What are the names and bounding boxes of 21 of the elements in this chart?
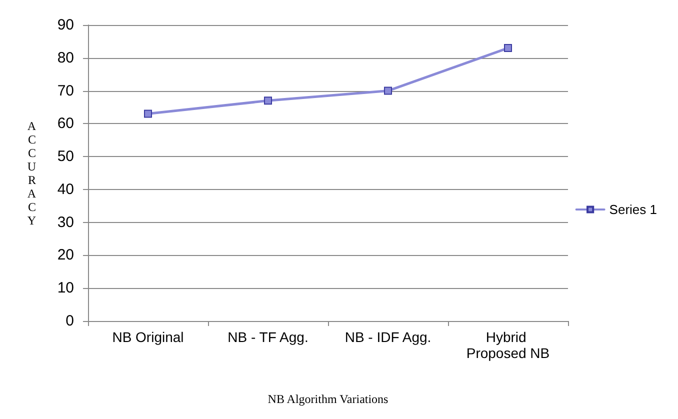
point: [384, 86, 392, 95]
y-tick-label: 0: [66, 312, 74, 330]
x-axis-title: NB Algorithm Variations: [268, 392, 389, 406]
x-tick-label: NB - TF Agg.: [228, 329, 308, 345]
x-tick-label: Hybrid Proposed NB: [466, 329, 550, 361]
legend-label: Series 1: [609, 202, 658, 217]
y-tick-label: 60: [57, 115, 74, 132]
y-tick-label: 80: [57, 49, 74, 66]
y-axis-title: ACCURACY: [27, 118, 36, 228]
y-tick-label: 70: [57, 82, 74, 100]
point: [264, 96, 272, 105]
y-tick-label: 10: [57, 280, 74, 297]
y-tick-label: 90: [57, 16, 74, 34]
x-tick-label: NB - IDF Agg.: [344, 329, 432, 345]
y-tick-label: 50: [57, 148, 74, 166]
x-tick-label: NB Original: [112, 329, 184, 345]
point: [144, 110, 152, 118]
point: [504, 44, 512, 52]
y-tick-label: 40: [57, 180, 74, 198]
y-tick-label: 30: [57, 214, 74, 231]
y-tick-label: 20: [57, 246, 74, 264]
